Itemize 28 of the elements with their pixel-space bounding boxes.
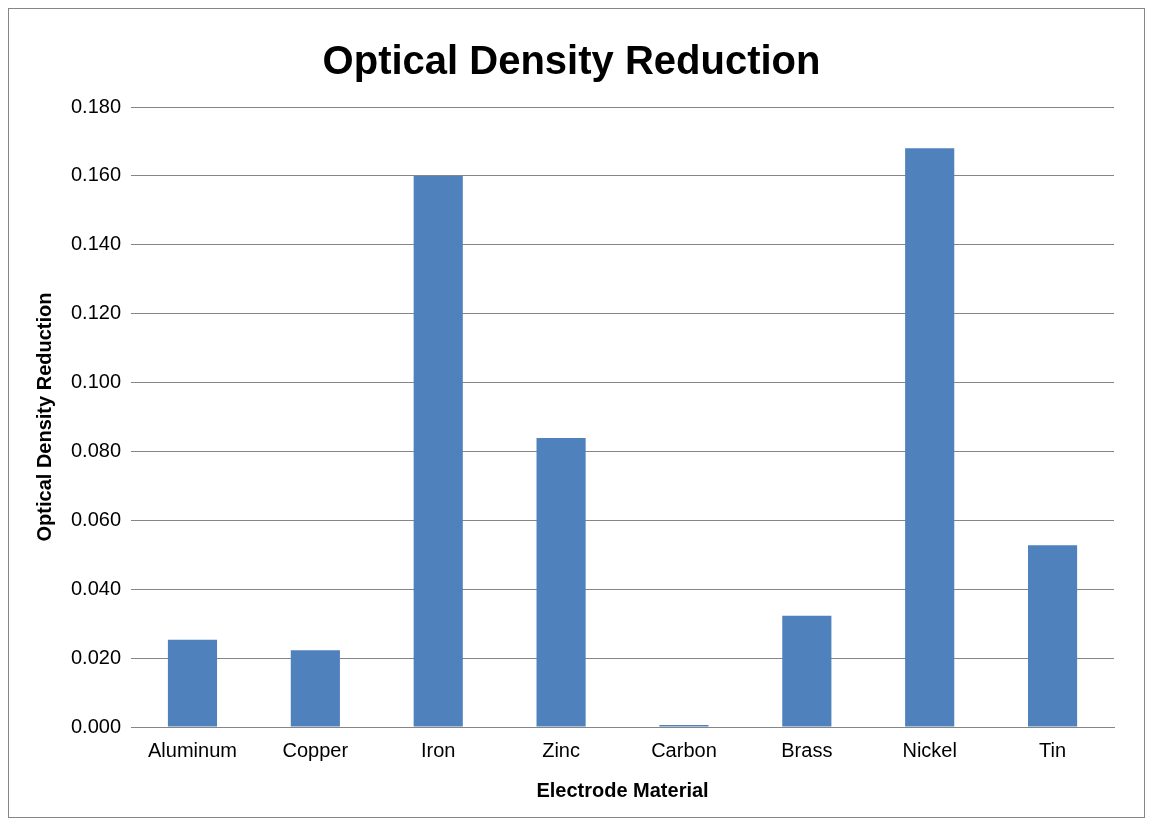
x-tick-label: Copper (282, 738, 349, 761)
bar (1027, 545, 1078, 727)
x-tick-label: Brass (781, 738, 833, 761)
bar (905, 148, 955, 727)
y-tick-label: 0.000 (70, 714, 122, 737)
y-tick-label: 0.100 (70, 370, 122, 393)
x-axis-title: Electrode Material (536, 778, 709, 801)
y-tick-label: 0.060 (70, 507, 122, 530)
bar (536, 438, 586, 727)
x-tick-label: Tin (1039, 738, 1067, 761)
x-tick-label: Aluminum (148, 738, 237, 761)
y-tick-label: 0.140 (70, 232, 122, 255)
bar (167, 639, 218, 727)
y-tick-label: 0.040 (70, 576, 122, 599)
x-tick-label: Nickel (902, 738, 957, 761)
bar (782, 615, 832, 727)
y-tick-label: 0.080 (70, 438, 122, 461)
chart-title: Optical Density Reduction (322, 38, 821, 83)
bar (290, 650, 340, 727)
x-tick-label: Carbon (651, 738, 717, 761)
y-axis-title: Optical Density Reduction (32, 292, 55, 542)
x-tick-label: Iron (420, 738, 456, 761)
x-tick-label: Zinc (542, 738, 580, 761)
bar (413, 175, 463, 727)
y-tick-label: 0.160 (70, 163, 122, 186)
y-tick-label: 0.180 (70, 94, 122, 117)
y-tick-label: 0.020 (70, 645, 122, 668)
y-tick-label: 0.120 (70, 301, 122, 324)
